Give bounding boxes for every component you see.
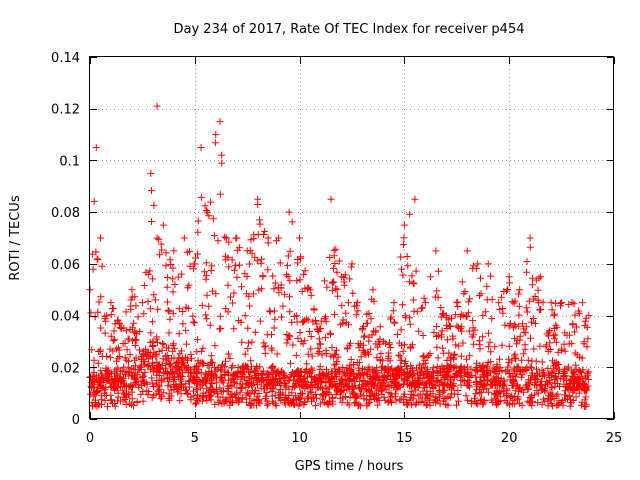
- plot-frame: [89, 56, 614, 419]
- peak-point: [463, 247, 471, 255]
- y-tick-label: 0.08: [51, 206, 80, 221]
- peak-point: [233, 234, 241, 242]
- peak-point: [537, 273, 545, 281]
- peak-point: [327, 195, 335, 203]
- x-tick-label: 25: [606, 431, 623, 446]
- peak-point: [568, 299, 576, 307]
- peak-point: [411, 195, 419, 203]
- peak-point: [369, 286, 377, 294]
- peak-point: [547, 299, 555, 307]
- peak-point: [275, 234, 283, 242]
- peak-point: [516, 286, 524, 294]
- peak-point: [579, 299, 587, 307]
- peak-point: [96, 234, 104, 242]
- peak-point: [216, 118, 224, 126]
- peak-point: [254, 195, 262, 203]
- y-tick-label: 0: [72, 413, 80, 428]
- peak-point: [306, 286, 314, 294]
- peak-point: [138, 299, 146, 307]
- y-tick-label: 0.02: [51, 361, 80, 376]
- peak-point: [495, 299, 503, 307]
- peak-point: [442, 312, 450, 320]
- max-point: [153, 102, 161, 110]
- peak-point: [379, 337, 387, 345]
- peak-point: [348, 260, 356, 268]
- chart-title: Day 234 of 2017, Rate Of TEC Index for r…: [174, 22, 525, 37]
- peak-point: [317, 325, 325, 332]
- data-points: [86, 102, 593, 411]
- peak-point: [243, 247, 251, 255]
- x-tick-label: 0: [86, 431, 94, 446]
- peak-point: [103, 312, 111, 320]
- peak-point: [358, 325, 366, 332]
- peak-point: [526, 234, 534, 242]
- peak-point: [203, 208, 211, 216]
- peak-point: [180, 234, 188, 242]
- peak-point: [558, 299, 566, 307]
- y-tick-label: 0.14: [51, 51, 80, 66]
- peak-point: [390, 299, 398, 307]
- peak-point: [117, 325, 125, 332]
- peak-point: [505, 273, 513, 281]
- peak-point: [432, 247, 440, 255]
- peak-point: [585, 312, 593, 320]
- axes: 0 5 10 15 20 25 0 0.02 0.04 0.06 0.08 0.1 0.12 0.14: [51, 51, 622, 446]
- peak-point: [400, 221, 408, 229]
- y-tick-label: 0.04: [51, 310, 80, 325]
- x-axis-label: GPS time / hours: [295, 459, 404, 474]
- y-tick-label: 0.12: [51, 103, 80, 118]
- peak-point: [92, 144, 100, 151]
- peak-point: [222, 234, 230, 242]
- x-tick-label: 10: [291, 431, 308, 446]
- y-tick-label: 0.06: [51, 258, 80, 273]
- peak-point: [147, 169, 155, 177]
- peak-point: [453, 299, 461, 307]
- peak-point: [170, 247, 178, 255]
- peak-point: [285, 208, 293, 216]
- peak-point: [484, 260, 492, 268]
- peak-point: [338, 273, 346, 281]
- peak-point: [474, 260, 482, 268]
- peak-point: [159, 221, 167, 229]
- peak-point: [421, 299, 429, 307]
- peak-point: [128, 286, 136, 294]
- peak-point: [191, 260, 199, 268]
- peak-point: [212, 131, 220, 139]
- x-tick-label: 15: [396, 431, 413, 446]
- peak-point: [197, 144, 205, 151]
- y-axis-label: ROTI / TECUs: [8, 195, 23, 280]
- y-tick-label: 0.1: [59, 154, 80, 169]
- scatter-markers: [86, 139, 593, 411]
- peak-point: [107, 299, 115, 307]
- x-tick-label: 5: [191, 431, 199, 446]
- peak-point: [264, 234, 272, 242]
- peak-point: [296, 234, 304, 242]
- x-tick-label: 20: [501, 431, 518, 446]
- peak-point: [153, 234, 161, 242]
